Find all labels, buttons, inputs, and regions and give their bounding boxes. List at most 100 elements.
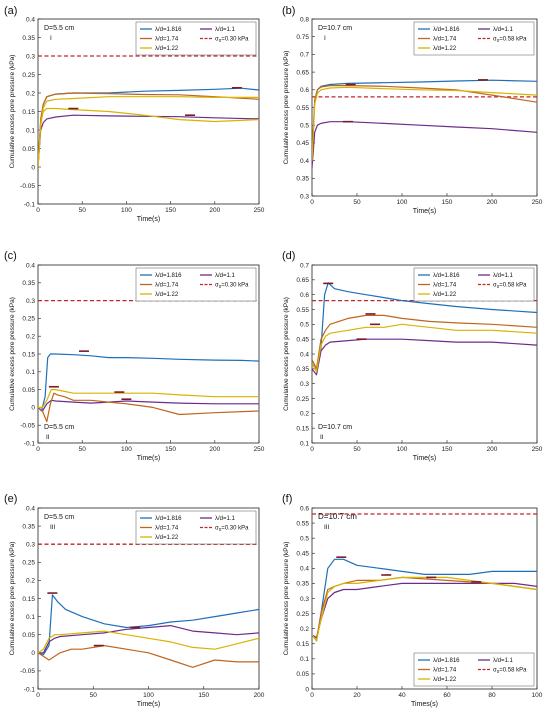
series-line [38,87,259,168]
y-tick-label: 0.25 [22,72,35,79]
y-tick-label: 0.25 [22,560,35,567]
legend-label: λ/d=1.74 [155,526,179,532]
x-tick-label: 100 [143,692,154,699]
x-tick-label: 0 [36,692,40,699]
series-line [38,392,259,423]
y-tick-label: 0.6 [300,505,309,512]
x-tick-label: 150 [165,446,176,453]
y-tick-label: 0.45 [296,551,309,558]
series-line [38,624,259,654]
y-tick-label: 0.8 [300,16,309,23]
x-tick-label: 0 [36,207,40,214]
legend-label: σ0=0.30 kPa [215,526,249,533]
legend-label: λ/d=1.1 [493,658,514,664]
series-line [38,114,259,168]
y-tick-label: 0.15 [22,351,35,358]
y-tick-label: 0.2 [26,90,35,97]
diameter-annotation: D=10.7 cm [318,512,357,521]
legend-label: λ/d=1.22 [155,292,179,298]
y-tick-label: 0.35 [22,280,35,287]
x-tick-label: 50 [90,692,98,699]
y-tick-label: 0.4 [26,262,35,269]
series-line [38,96,259,168]
legend-label: σ0=0.30 kPa [215,37,249,44]
panel-label: (d) [282,250,295,262]
diameter-annotation: D=5.5 cm [44,424,74,431]
legend: λ/d=1.816 λ/d=1.1 λ/d=1.74 σ0=0.58 kPa λ/d=1… [413,21,535,56]
legend: λ/d=1.816 λ/d=1.1 λ/d=1.74 σ0=0.30 kPa λ/d=1… [135,510,257,545]
legend-label: λ/d=1.816 [433,658,460,664]
x-tick-label: 150 [198,692,209,699]
y-tick-label: 0 [305,686,309,693]
legend-label: λ/d=1.22 [155,46,179,52]
y-tick-label: 0.45 [296,140,309,147]
legend-box [135,267,257,302]
x-tick-label: 50 [79,207,87,214]
x-tick-label: 100 [121,207,132,214]
legend: λ/d=1.816 λ/d=1.1 λ/d=1.74 σ0=0.30 kPa λ/d=1… [135,267,257,302]
y-tick-label: 0.3 [26,298,35,305]
y-tick-label: 0.1 [300,656,309,663]
chart-panel-3: (c) -0.1 -0.05 0 0.05 0.1 0.15 0.2 0.25 0.3 0.35 0.… [4,250,265,462]
x-tick-label: 50 [79,446,87,453]
x-tick-label: 0 [310,446,314,453]
y-tick-label: 0.55 [296,307,309,314]
y-tick-label: 0.55 [296,520,309,527]
diameter-annotation: D=5.5 cm [44,514,74,521]
y-tick-label: 0.75 [296,34,309,41]
x-tick-label: 250 [254,207,265,214]
series-line [38,107,259,168]
legend-label: λ/d=1.74 [433,283,457,289]
series-line [312,314,537,370]
legend-label: λ/d=1.22 [155,535,179,541]
y-tick-label: 0.5 [300,123,309,130]
y-tick-label: 0.2 [300,626,309,633]
x-tick-label: 60 [443,692,451,699]
y-axis-title: Cumulative excess pore pressure (kPa) [9,297,16,411]
panel-label: (e) [4,493,17,505]
y-tick-label: 0.15 [296,641,309,648]
series-line [312,121,537,168]
y-tick-label: 0.4 [26,16,35,23]
x-tick-label: 40 [398,692,406,699]
y-tick-label: 0.35 [296,581,309,588]
y-tick-label: -0.05 [20,668,35,675]
y-tick-label: 0.1 [26,127,35,134]
y-tick-label: 0.2 [26,334,35,341]
chart-panel-4: (d) 0.1 0.15 0.2 0.25 0.3 0.35 0.4 0.45 0.5 0.55 0.… [282,250,543,462]
y-tick-label: 0.35 [22,523,35,530]
y-tick-label: 0.65 [296,277,309,284]
case-annotation: I [324,35,326,42]
legend-label: λ/d=1.22 [433,292,457,298]
y-axis-title: Cumulative excess pore pressure (kPa) [9,55,16,169]
y-tick-label: 0.15 [296,425,309,432]
y-tick-label: 0.1 [26,369,35,376]
chart-panel-5: (e) -0.1 -0.05 0 0.05 0.1 0.15 0.2 0.25 0.3 0.35 0.… [4,493,265,708]
y-tick-label: 0.4 [300,158,309,165]
y-tick-label: -0.05 [20,423,35,430]
legend-label: σ0=0.58 kPa [493,283,527,290]
x-tick-label: 0 [310,199,314,206]
legend-label: λ/d=1.1 [215,273,236,279]
y-tick-label: 0.55 [296,105,309,112]
y-tick-label: -0.05 [20,183,35,190]
y-tick-label: 0.2 [300,411,309,418]
y-tick-label: 0.5 [300,535,309,542]
panel-label: (c) [4,250,17,262]
x-tick-label: 200 [487,199,498,206]
y-axis-title: Cumulative excess pore pressure (kPa) [283,51,290,165]
case-annotation: III [50,524,56,531]
x-tick-label: 100 [121,446,132,453]
y-axis-title: Cumulative excess pore pressure (kPa) [283,297,290,411]
panel-label: (f) [282,493,292,505]
x-tick-label: 150 [165,207,176,214]
series-line [38,353,259,412]
series-line [312,576,537,642]
diameter-annotation: D=5.5 cm [44,25,74,32]
legend-label: λ/d=1.1 [215,27,236,33]
x-axis-title: Time(s) [137,216,160,223]
legend-label: λ/d=1.74 [433,37,457,43]
x-tick-label: 80 [488,692,496,699]
y-tick-label: 0 [31,164,35,171]
